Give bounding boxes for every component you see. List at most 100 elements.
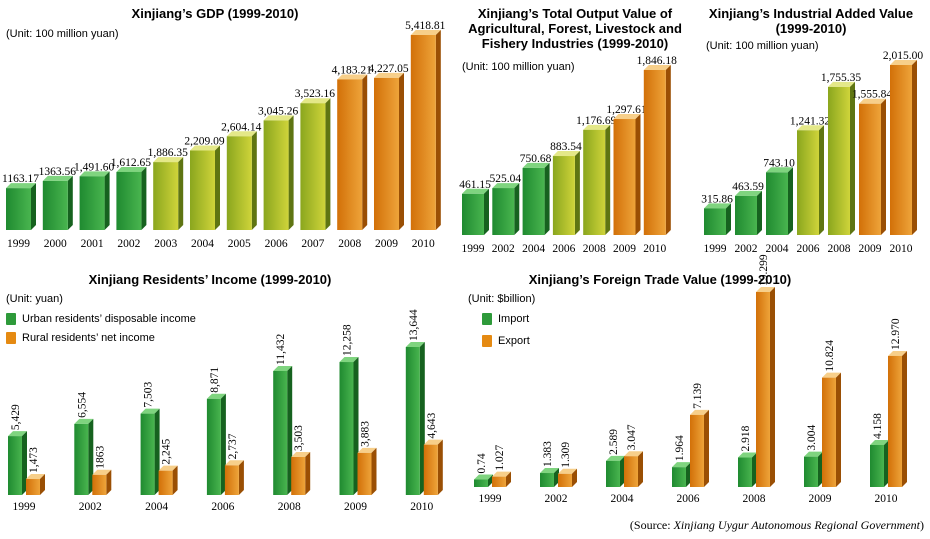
- data-label: 10.824: [824, 340, 836, 372]
- bar-2009: [374, 72, 404, 231]
- data-label: 1,612.65: [111, 157, 152, 169]
- bar-2002-0: [74, 418, 94, 495]
- bar-front-face: [828, 86, 850, 236]
- bar-2008: [583, 124, 611, 235]
- bar-top-face: [522, 162, 550, 168]
- bar-side-face: [912, 60, 917, 235]
- data-label: 19.299: [758, 254, 770, 286]
- bar-side-face: [819, 125, 824, 235]
- data-label: 2,015.00: [883, 50, 924, 62]
- bar-top-face: [766, 167, 793, 173]
- bar-2006: [263, 115, 294, 230]
- bar-side-face: [752, 452, 757, 487]
- bar-2003: [153, 157, 184, 230]
- bar-front-face: [153, 162, 179, 230]
- data-label: 1.309: [560, 442, 572, 468]
- bar-side-face: [488, 474, 493, 487]
- bar-side-face: [88, 418, 94, 495]
- bar-front-face: [672, 467, 686, 487]
- x-tick-label: 2008: [278, 501, 301, 513]
- bar-front-face: [690, 414, 704, 487]
- x-tick-label: 2000: [44, 238, 67, 250]
- bar-side-face: [506, 471, 511, 487]
- bar-front-face: [357, 452, 372, 495]
- bar-front-face: [766, 172, 788, 235]
- bar-top-face: [339, 357, 359, 363]
- bar-side-face: [554, 468, 559, 487]
- data-label: 1163.17: [2, 173, 39, 185]
- bar-front-face: [613, 119, 636, 235]
- bar-2002-0: [540, 468, 559, 487]
- x-tick-label: 1999: [13, 501, 36, 513]
- bar-side-face: [172, 465, 178, 495]
- data-label: 1,473: [28, 447, 40, 473]
- bar-side-face: [106, 469, 112, 495]
- data-label: 1,886.35: [148, 147, 189, 159]
- bar-top-face: [337, 74, 368, 80]
- x-tick-label: 2003: [154, 238, 177, 250]
- data-label: 12,258: [342, 324, 354, 356]
- x-tick-label: 2002: [545, 493, 568, 505]
- bar-front-face: [859, 103, 881, 235]
- bar-front-face: [74, 423, 89, 495]
- bar-2006-0: [672, 462, 691, 487]
- bar-front-face: [79, 176, 105, 230]
- data-label: 7.139: [692, 383, 704, 409]
- bar-top-face: [613, 114, 641, 120]
- bar-2004: [190, 145, 220, 230]
- bar-side-face: [836, 372, 841, 487]
- bar-top-face: [153, 157, 184, 163]
- data-label: 1,176.69: [576, 115, 617, 127]
- bar-front-face: [822, 377, 836, 487]
- bar-top-face: [822, 372, 841, 378]
- x-tick-label: 2004: [611, 493, 634, 505]
- bar-side-face: [22, 431, 27, 495]
- bar-side-face: [638, 451, 643, 487]
- bar-front-face: [158, 470, 173, 495]
- x-tick-label: 2002: [492, 243, 515, 255]
- data-label: 5,429: [10, 404, 22, 430]
- bar-top-face: [374, 72, 404, 78]
- bar-front-face: [116, 171, 142, 230]
- bar-side-face: [484, 188, 489, 235]
- data-label: 1,555.84: [852, 89, 893, 101]
- data-label: 1.027: [494, 444, 506, 470]
- bar-top-face: [797, 125, 824, 131]
- data-label: 3,883: [360, 421, 372, 447]
- trade-bar-chart: 0.74 1.027 1999 1.383 1.309 2002 2.589 3.047 200…: [474, 254, 907, 505]
- legend-swatch-orange: [6, 332, 16, 344]
- bar-top-face: [423, 439, 443, 445]
- bar-top-face: [859, 98, 886, 104]
- data-label: 463.59: [732, 181, 764, 193]
- agri-chart-title: Xinjiang’s Total Output Value of Agricul…: [468, 6, 682, 51]
- bar-2010: [890, 60, 917, 235]
- gdp-bar-chart: 1163.17 1999 1363.56 2000 1,491.60 2001 1,612.…: [2, 20, 446, 250]
- data-label: 2.918: [740, 425, 752, 451]
- data-label: 1,846.18: [637, 55, 678, 67]
- bar-top-face: [273, 365, 293, 371]
- bar-side-face: [850, 81, 855, 236]
- bar-2009-0: [804, 451, 823, 487]
- bar-side-face: [881, 98, 886, 235]
- bar-front-face: [337, 79, 363, 230]
- bar-2009-1: [357, 447, 377, 495]
- income-legend-rural: Rural residents’ net income: [6, 332, 155, 344]
- x-tick-label: 2008: [828, 243, 851, 255]
- bar-1999-1: [492, 471, 511, 487]
- bar-top-face: [410, 30, 441, 35]
- data-label: 2,737: [227, 433, 239, 459]
- bar-2008-0: [738, 452, 757, 487]
- x-tick-label: 2008: [583, 243, 606, 255]
- bar-side-face: [770, 287, 775, 487]
- bar-top-face: [606, 455, 625, 461]
- bar-front-face: [738, 457, 752, 487]
- bar-side-face: [726, 203, 731, 235]
- income-chart-title: Xinjiang Residents’ Income (1999-2010): [88, 272, 332, 287]
- bar-2000: [42, 175, 73, 230]
- legend-swatch-green: [6, 313, 16, 325]
- data-label: 750.68: [520, 153, 552, 165]
- bar-front-face: [804, 456, 818, 487]
- data-label: 3,523.16: [295, 88, 336, 100]
- x-tick-label: 2006: [552, 243, 575, 255]
- bar-top-face: [888, 350, 907, 356]
